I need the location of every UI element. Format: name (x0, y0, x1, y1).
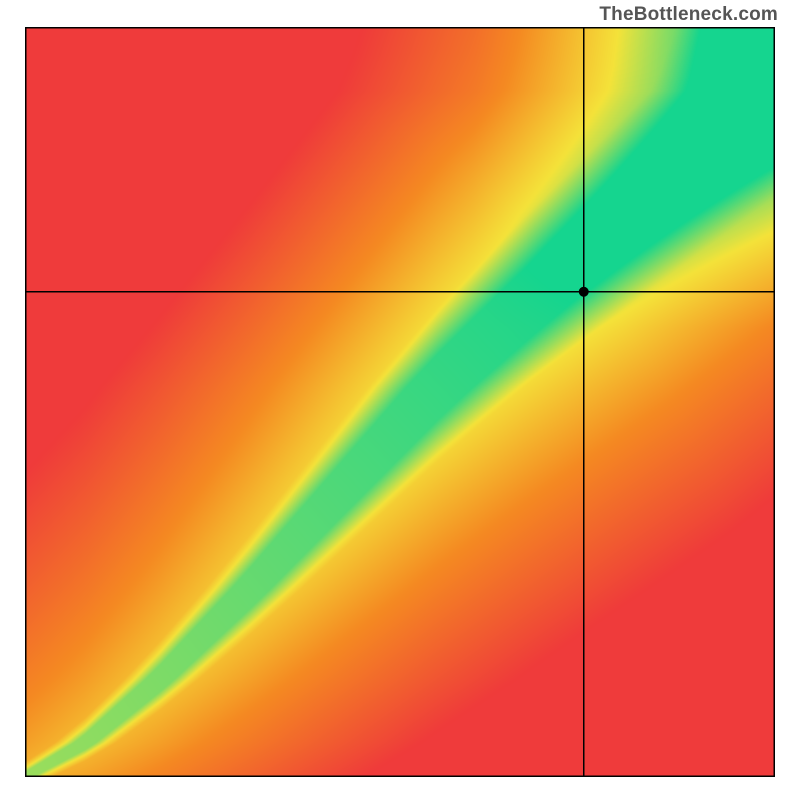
heatmap-canvas (25, 27, 775, 777)
watermark-text: TheBottleneck.com (599, 4, 778, 26)
bottleneck-heatmap (25, 27, 775, 777)
